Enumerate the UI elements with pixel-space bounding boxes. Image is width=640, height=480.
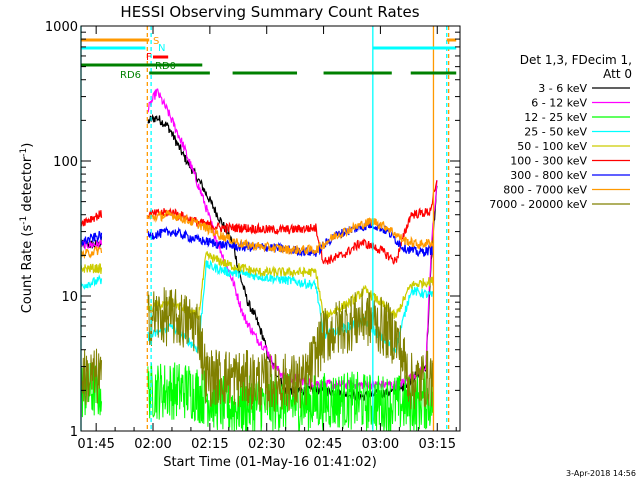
y-axis: 1 10 100 1000 bbox=[45, 20, 460, 440]
series-line-25-50-kev-part-1 bbox=[80, 274, 103, 290]
plot-frame bbox=[80, 25, 461, 432]
x-axis-label: Start Time (01-May-16 01:41:02) bbox=[163, 455, 377, 470]
series-line-800-7000-kev-part-1 bbox=[80, 245, 103, 260]
x-tick-label-03-00: 03:00 bbox=[362, 437, 399, 452]
x-tick-label-03-15: 03:15 bbox=[419, 437, 456, 452]
state-label-f: F bbox=[146, 52, 152, 63]
series-line-100-300-kev-part-1 bbox=[80, 210, 103, 227]
legend-label-50-100-kev: 50 - 100 keV bbox=[517, 140, 587, 153]
legend-label-7000-20000-kev: 7000 - 20000 keV bbox=[489, 198, 587, 211]
legend-label-300-800-kev: 300 - 800 keV bbox=[510, 169, 587, 182]
legend-label-3-6-kev: 3 - 6 keV bbox=[538, 82, 587, 95]
x-tick-label-02-00: 02:00 bbox=[134, 437, 171, 452]
state-label-rd0: RD0 bbox=[155, 61, 176, 72]
y-tick-label-1: 1 bbox=[70, 425, 78, 440]
legend: Det 1,3, FDecim 1, Att 0 3 - 6 keV 6 - 12… bbox=[489, 53, 632, 211]
x-tick-label-02-15: 02:15 bbox=[191, 437, 228, 452]
legend-label-12-25-kev: 12 - 25 keV bbox=[524, 111, 587, 124]
y-axis-label-exp-2: -1 bbox=[19, 148, 29, 157]
series-line-100-300-kev-part-2 bbox=[147, 180, 438, 265]
x-tick-label-02-45: 02:45 bbox=[305, 437, 342, 452]
state-label-rd6: RD6 bbox=[120, 70, 141, 81]
legend-title-line-1: Det 1,3, FDecim 1, bbox=[520, 53, 632, 67]
x-axis: 01:45 02:00 02:15 02:30 02:45 03:00 03:15 bbox=[77, 26, 457, 452]
series-line-300-800-kev-part-1 bbox=[80, 230, 103, 247]
series-line-7000-20000-kev-part-2 bbox=[147, 287, 434, 412]
y-tick-label-100: 100 bbox=[53, 155, 78, 170]
y-tick-label-10: 10 bbox=[61, 290, 78, 305]
legend-title-line-2: Att 0 bbox=[603, 67, 632, 81]
y-tick-label-1000: 1000 bbox=[45, 20, 78, 35]
state-label-n: N bbox=[158, 43, 165, 54]
series-line-800-7000-kev-part-2 bbox=[147, 208, 434, 256]
generation-timestamp: 3-Apr-2018 14:56 bbox=[566, 469, 636, 478]
legend-label-25-50-kev: 25 - 50 keV bbox=[524, 126, 587, 139]
y-axis-label-part-2: detector bbox=[20, 156, 35, 216]
y-axis-label-exp-1: -1 bbox=[19, 216, 29, 225]
y-axis-label-part-1: Count Rate (s bbox=[20, 225, 35, 314]
y-axis-label-part-3: ) bbox=[20, 143, 35, 148]
series-line-50-100-kev-part-1 bbox=[80, 263, 103, 274]
series-line-25-50-kev-part-2 bbox=[147, 259, 434, 353]
chart-title: HESSI Observing Summary Count Rates bbox=[120, 3, 419, 21]
x-tick-label-01-45: 01:45 bbox=[77, 437, 114, 452]
series-line-12-25-kev-part-2 bbox=[147, 361, 434, 432]
x-tick-label-02-30: 02:30 bbox=[248, 437, 285, 452]
series-line-7000-20000-kev-part-1 bbox=[80, 348, 102, 406]
state-label-s: S bbox=[153, 36, 159, 47]
y-axis-label: Count Rate (s-1 detector-1) bbox=[19, 143, 35, 314]
legend-label-6-12-kev: 6 - 12 keV bbox=[531, 97, 587, 110]
legend-label-100-300-kev: 100 - 300 keV bbox=[510, 155, 587, 168]
legend-label-800-7000-kev: 800 - 7000 keV bbox=[503, 184, 587, 197]
